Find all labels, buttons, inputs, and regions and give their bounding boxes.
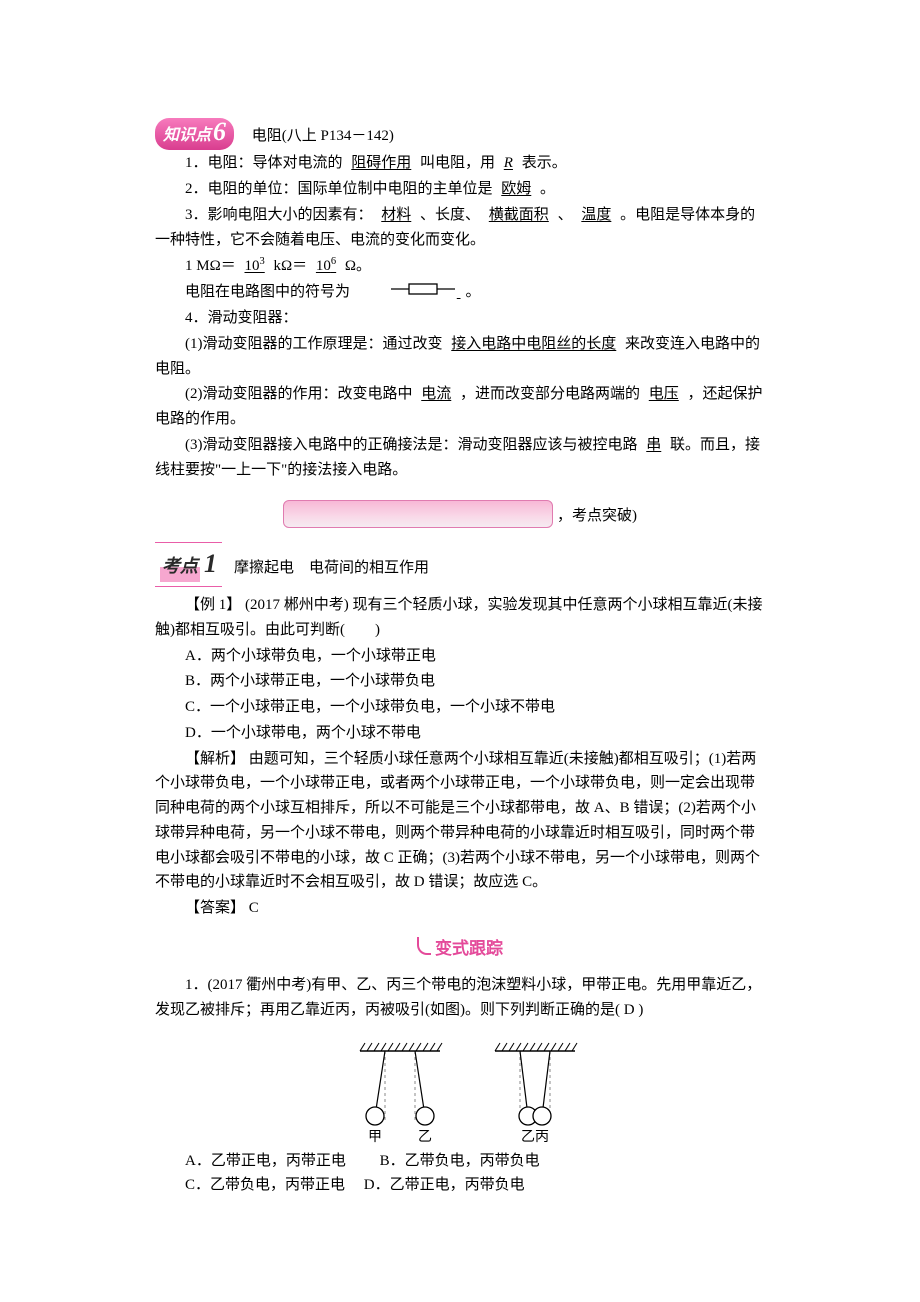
q1-option-d: D．乙带正电，丙带负电 — [364, 1177, 525, 1193]
pendulum-svg: 甲乙乙丙 — [330, 1033, 590, 1143]
analysis-text: 由题可知，三个轻质小球任意两个小球相互靠近(未接触)都相互吸引；(1)若两个小球… — [155, 751, 760, 891]
blank-current: 电流 — [416, 386, 456, 402]
example-label: 【例 1】 — [185, 597, 241, 613]
tracking-label: 变式跟踪 — [417, 935, 503, 963]
blank-area: 横截面积 — [484, 207, 554, 223]
document-body: 知识点 6 电阻(八上 P134－142) 1．电阻：导体对电流的 阻碍作用 叫… — [155, 110, 765, 1198]
q1-options-row1: A．乙带正电，丙带正电 B．乙带负电，丙带负电 — [155, 1149, 765, 1174]
svg-text:乙: 乙 — [418, 1129, 432, 1143]
blank-1e6: 106 — [311, 258, 341, 274]
paragraph-3b: 电阻在电路图中的符号为 。 — [155, 280, 765, 305]
kaodian-title: 摩擦起电 电荷间的相互作用 — [234, 556, 429, 581]
resistor-icon — [361, 280, 455, 305]
blank-wire-length: 接入电路中电阻丝的长度 — [446, 336, 621, 352]
blank-voltage: 电压 — [644, 386, 684, 402]
blank-R: R — [499, 155, 518, 171]
answer-value: C — [249, 900, 259, 916]
paragraph-1: 1．电阻：导体对电流的 阻碍作用 叫电阻，用 R 表示。 — [155, 151, 765, 176]
svg-text:甲: 甲 — [368, 1130, 382, 1143]
example-option-a: A．两个小球带负电，一个小球带正电 — [155, 644, 765, 669]
analysis-label: 【解析】 — [185, 751, 245, 767]
q1-options-row2: C．乙带负电，丙带正电 D．乙带正电，丙带负电 — [155, 1173, 765, 1198]
answer-paragraph: 【答案】 C — [155, 896, 765, 921]
q1-option-a: A．乙带正电，丙带正电 — [185, 1153, 346, 1169]
example-option-b: B．两个小球带正电，一个小球带负电 — [155, 669, 765, 694]
example-option-c: C．一个小球带正电，一个小球带负电，一个小球不带电 — [155, 695, 765, 720]
divider-box — [283, 500, 553, 528]
q1-option-b: B．乙带负电，丙带负电 — [380, 1153, 540, 1169]
q1-option-c: C．乙带负电，丙带正电 — [185, 1177, 345, 1193]
knowledge-badge-number: 6 — [213, 119, 226, 145]
kaodian-badge: 考点 1 — [155, 542, 222, 587]
blank-temp: 温度 — [576, 207, 616, 223]
paragraph-3a: 1 MΩ＝ 103 kΩ＝ 106 Ω。 — [155, 253, 765, 279]
paragraph-2: 2．电阻的单位：国际单位制中电阻的主单位是 欧姆 。 — [155, 177, 765, 202]
knowledge-title: 电阻(八上 P134－142) — [252, 128, 394, 144]
analysis-paragraph: 【解析】 由题可知，三个轻质小球任意两个小球相互靠近(未接触)都相互吸引；(1)… — [155, 747, 765, 896]
blank-resistor-symbol — [354, 284, 466, 300]
knowledge-badge: 知识点 6 — [155, 118, 234, 150]
kaodian-badge-number: 1 — [204, 543, 217, 586]
paragraph-4: 4．滑动变阻器： — [155, 306, 765, 331]
tracking-heading: 变式跟踪 — [155, 935, 765, 963]
divider-label: ，考点突破) — [557, 504, 637, 529]
blank-1e3: 103 — [240, 258, 270, 274]
example-source: (2017 郴州中考) — [245, 597, 349, 613]
answer-label: 【答案】 — [185, 900, 245, 916]
paragraph-4-2: (2)滑动变阻器的作用：改变电路中 电流 ，进而改变部分电路两端的 电压 ，还起… — [155, 382, 765, 432]
kaodian-heading: 考点 1 摩擦起电 电荷间的相互作用 — [155, 542, 765, 587]
blank-zu-ai: 阻碍作用 — [346, 155, 416, 171]
blank-ohm: 欧姆 — [496, 181, 536, 197]
svg-text:丙: 丙 — [535, 1130, 549, 1143]
paragraph-4-1: (1)滑动变阻器的工作原理是：通过改变 接入电路中电阻丝的长度 来改变连入电路中… — [155, 332, 765, 382]
kaodian-badge-label: 考点 — [160, 552, 200, 582]
blank-material: 材料 — [376, 207, 416, 223]
blank-series: 串 — [641, 437, 666, 453]
example-option-d: D．一个小球带电，两个小球不带电 — [155, 721, 765, 746]
example-1: 【例 1】 (2017 郴州中考) 现有三个轻质小球，实验发现其中任意两个小球相… — [155, 593, 765, 643]
section-divider: ，考点突破) — [155, 500, 765, 528]
paragraph-3: 3．影响电阻大小的因素有： 材料 、长度、 横截面积 、 温度 。电阻是导体本身… — [155, 203, 765, 253]
paragraph-4-3: (3)滑动变阻器接入电路中的正确接法是：滑动变阻器应该与被控电路 串 联。而且，… — [155, 433, 765, 483]
knowledge-heading: 知识点 6 电阻(八上 P134－142) — [155, 118, 394, 150]
knowledge-badge-label: 知识点 — [163, 123, 211, 149]
question-1: 1．(2017 衢州中考)有甲、乙、丙三个带电的泡沫塑料小球，甲带正电。先用甲靠… — [155, 973, 765, 1023]
svg-text:乙: 乙 — [521, 1129, 535, 1143]
pendulum-figure: 甲乙乙丙 — [155, 1033, 765, 1143]
